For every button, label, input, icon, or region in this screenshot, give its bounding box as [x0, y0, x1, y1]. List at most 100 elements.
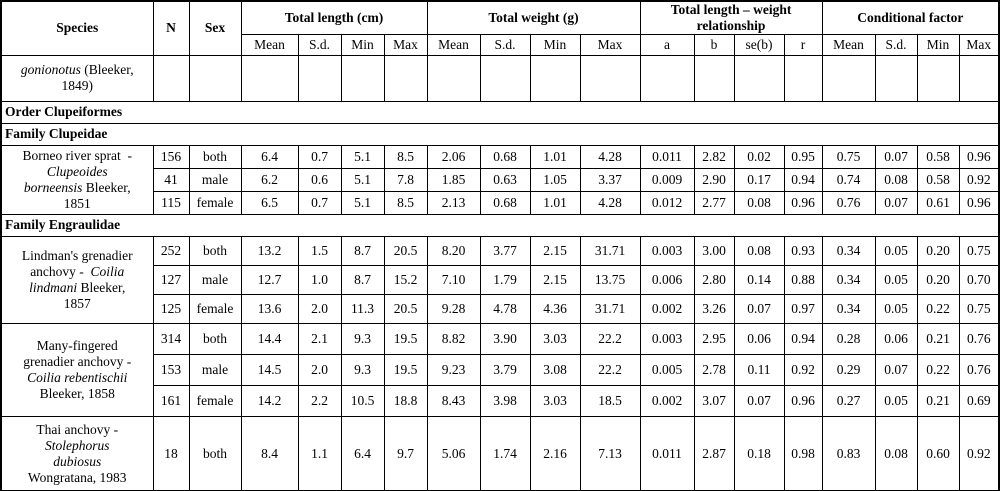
value-cell: 4.36	[529, 293, 581, 324]
n-cell: 41	[152, 167, 190, 192]
value-cell: 9.3	[340, 353, 385, 386]
species-common-name: Borneo river sprat -	[22, 148, 132, 163]
subheader-tl-min: Min	[340, 33, 385, 56]
sex-cell: both	[188, 144, 242, 169]
value-cell: 1.85	[426, 167, 481, 192]
species-cell: gonionotus (Bleeker, 1849)	[0, 54, 154, 102]
empty-cell	[152, 54, 190, 102]
value-cell: 7.8	[383, 167, 428, 192]
data-row: 153 male 14.5 2.0 9.3 19.5 9.23 3.79 3.08 22.2 0.0…	[1, 353, 1000, 386]
value-cell: 0.75	[958, 235, 1000, 266]
species-common-name: 1851	[63, 195, 91, 211]
sex-cell: both	[188, 322, 242, 355]
value-cell: 14.5	[240, 353, 299, 386]
species-scientific-name: Coilia	[90, 263, 125, 279]
value-cell: 0.005	[639, 353, 695, 386]
value-cell: 14.4	[240, 322, 299, 355]
value-cell: 2.82	[693, 144, 735, 169]
empty-cell	[340, 54, 385, 102]
section-label: Order Clupeiformes	[0, 100, 1000, 124]
value-cell: 0.21	[916, 322, 960, 355]
value-cell: 0.63	[479, 167, 531, 192]
value-cell: 1.79	[479, 264, 531, 295]
subheader-b: b	[693, 33, 735, 56]
value-cell: 9.28	[426, 293, 481, 324]
value-cell: 0.74	[821, 167, 876, 192]
value-cell: 0.94	[783, 322, 823, 355]
species-common-name: Thai anchovy -	[36, 421, 119, 437]
value-cell: 7.10	[426, 264, 481, 295]
value-cell: 12.7	[240, 264, 299, 295]
value-cell: 5.06	[426, 415, 481, 491]
value-cell: 13.75	[579, 264, 641, 295]
value-cell: 1.01	[529, 144, 581, 169]
value-cell: 10.5	[340, 384, 385, 417]
empty-cell	[529, 54, 581, 102]
value-cell: 2.13	[426, 190, 481, 215]
sex-cell: female	[188, 190, 242, 215]
value-cell: 22.2	[579, 322, 641, 355]
value-cell: 0.07	[874, 144, 918, 169]
value-cell: 0.20	[916, 264, 960, 295]
data-row: Many-fingered grenadier anchovy - Coilia r…	[0, 322, 1000, 417]
data-row: 115 female 6.5 0.7 5.1 8.5 2.13 0.68 1.01 4.28 0.0…	[1, 190, 1000, 215]
value-cell: 4.28	[579, 190, 641, 215]
header-group-total-weight: Total weight (g)	[426, 0, 641, 35]
empty-cell	[579, 54, 641, 102]
species-common-name: 1857	[63, 295, 91, 311]
species-common-name: Bleeker,	[82, 179, 131, 195]
header-group-length-weight-relationship: Total length – weight relationship	[639, 0, 823, 35]
species-scientific-name: Coilia rebentischii	[27, 369, 128, 385]
value-cell: 2.06	[426, 144, 481, 169]
value-cell: 0.06	[733, 322, 785, 355]
species-continuation-row: gonionotus (Bleeker, 1849)	[0, 54, 1000, 102]
species-common-name: Wongratana, 1983	[27, 469, 127, 485]
subheader-tl-max: Max	[383, 33, 428, 56]
value-cell: 0.83	[821, 415, 876, 491]
value-cell: 0.7	[297, 190, 342, 215]
empty-cell	[733, 54, 785, 102]
value-cell: 22.2	[579, 353, 641, 386]
value-cell: 2.0	[297, 293, 342, 324]
value-cell: 0.05	[874, 264, 918, 295]
subheader-tw-min: Min	[529, 33, 581, 56]
n-cell: 125	[152, 293, 190, 324]
value-cell: 13.2	[240, 235, 299, 266]
species-scientific-name: borneensis	[23, 179, 83, 195]
value-cell: 20.5	[383, 235, 428, 266]
n-cell: 314	[152, 322, 190, 355]
value-cell: 2.16	[529, 415, 581, 491]
value-cell: 0.003	[639, 322, 695, 355]
value-cell: 0.93	[783, 235, 823, 266]
empty-cell	[426, 54, 481, 102]
value-cell: 4.78	[479, 293, 531, 324]
species-cell: Lindman's grenadier anchovy - Coilia lindm…	[0, 235, 154, 324]
value-cell: 4.28	[579, 144, 641, 169]
value-cell: 0.96	[958, 190, 1000, 215]
value-cell: 15.2	[383, 264, 428, 295]
value-cell: 6.4	[340, 415, 385, 491]
value-cell: 11.3	[340, 293, 385, 324]
subheader-cf-max: Max	[958, 33, 1000, 56]
table-header: Species N Sex Total length (cm) Total we…	[0, 0, 1000, 56]
value-cell: 0.96	[783, 384, 823, 417]
value-cell: 0.69	[958, 384, 1000, 417]
value-cell: 0.92	[958, 167, 1000, 192]
subheader-tw-max: Max	[579, 33, 641, 56]
sex-cell: both	[188, 235, 242, 266]
value-cell: 8.7	[340, 264, 385, 295]
species-cell: Many-fingered grenadier anchovy - Coilia r…	[0, 322, 154, 417]
value-cell: 0.002	[639, 293, 695, 324]
value-cell: 0.08	[874, 167, 918, 192]
table-body: gonionotus (Bleeker, 1849) Order Clupeifor…	[0, 54, 1000, 491]
value-cell: 14.2	[240, 384, 299, 417]
value-cell: 0.68	[479, 144, 531, 169]
subheader-tl-mean: Mean	[240, 33, 299, 56]
value-cell: 0.011	[639, 415, 695, 491]
n-cell: 18	[152, 415, 190, 491]
value-cell: 6.4	[240, 144, 299, 169]
value-cell: 0.34	[821, 235, 876, 266]
value-cell: 7.13	[579, 415, 641, 491]
value-cell: 0.22	[916, 293, 960, 324]
